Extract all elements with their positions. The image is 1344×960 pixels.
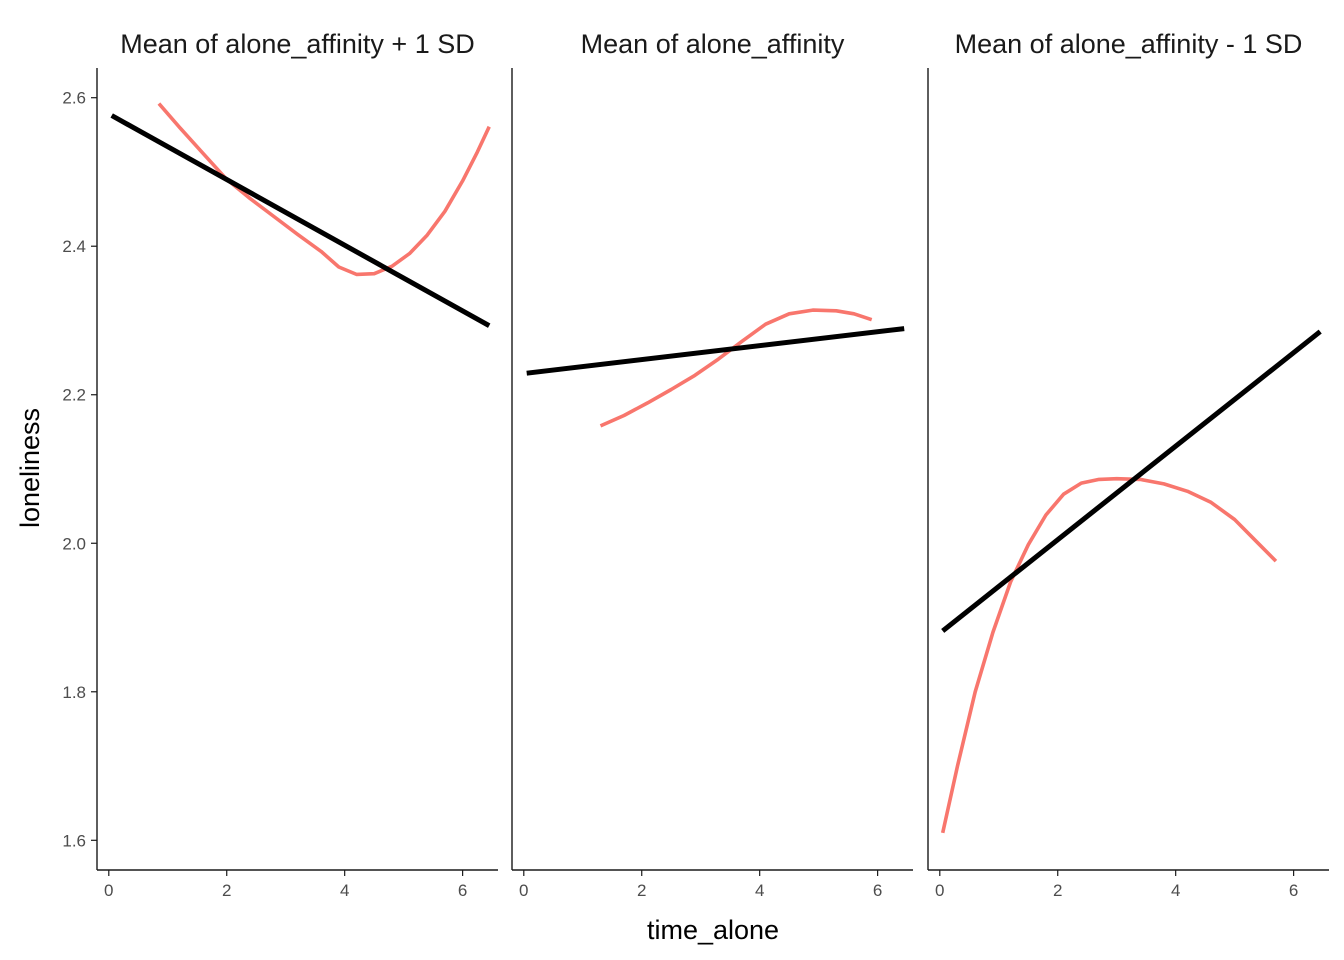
linear-fit-line xyxy=(941,329,1322,633)
linear-fit-line xyxy=(110,113,491,328)
panel-title: Mean of alone_affinity xyxy=(581,29,845,59)
y-axis-title: loneliness xyxy=(15,408,45,528)
panel-series-group xyxy=(940,329,1322,834)
linear-fit-line xyxy=(526,326,905,376)
smooth-fit-curve xyxy=(157,102,491,277)
panel-title: Mean of alone_affinity + 1 SD xyxy=(120,29,474,59)
y-tick-label: 1.6 xyxy=(62,831,86,850)
x-tick-label: 4 xyxy=(1171,881,1180,900)
x-tick-label: 4 xyxy=(340,881,349,900)
y-tick-label: 2.6 xyxy=(62,89,86,108)
smooth-fit-curve xyxy=(599,308,873,428)
x-tick-label: 0 xyxy=(519,881,528,900)
x-tick-label: 6 xyxy=(873,881,882,900)
y-tick-label: 2.2 xyxy=(62,386,86,405)
x-tick-label: 4 xyxy=(755,881,764,900)
x-tick-label: 6 xyxy=(458,881,467,900)
y-tick-label: 1.8 xyxy=(62,683,86,702)
smooth-fit-curve xyxy=(940,476,1278,834)
x-axis-title: time_alone xyxy=(647,915,779,945)
panel-title: Mean of alone_affinity - 1 SD xyxy=(955,29,1303,59)
x-tick-label: 2 xyxy=(637,881,646,900)
panel-series-group xyxy=(110,102,491,328)
x-tick-label: 0 xyxy=(935,881,944,900)
x-tick-label: 2 xyxy=(222,881,231,900)
panel-series-group xyxy=(526,308,905,428)
x-tick-label: 0 xyxy=(104,881,113,900)
y-tick-label: 2.0 xyxy=(62,534,86,553)
x-tick-label: 2 xyxy=(1053,881,1062,900)
y-tick-label: 2.4 xyxy=(62,237,86,256)
x-tick-label: 6 xyxy=(1289,881,1298,900)
